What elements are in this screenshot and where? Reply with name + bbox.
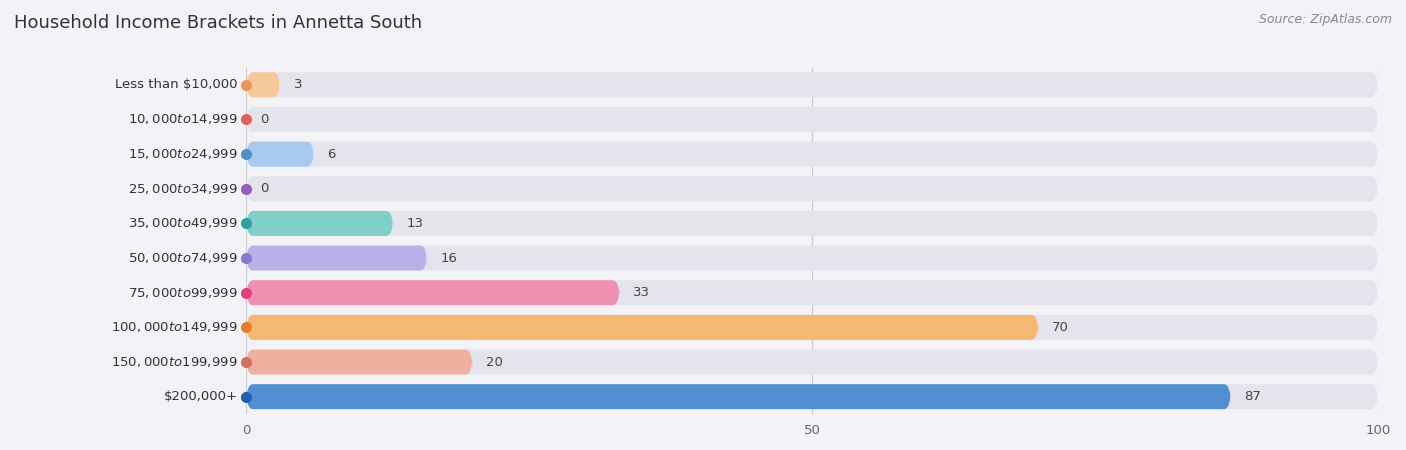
- Text: 20: 20: [486, 356, 503, 369]
- Text: Household Income Brackets in Annetta South: Household Income Brackets in Annetta Sou…: [14, 14, 422, 32]
- Text: $75,000 to $99,999: $75,000 to $99,999: [128, 286, 238, 300]
- FancyBboxPatch shape: [246, 142, 314, 166]
- Text: Less than $10,000: Less than $10,000: [115, 78, 238, 91]
- FancyBboxPatch shape: [246, 315, 1378, 340]
- FancyBboxPatch shape: [246, 107, 1378, 132]
- Text: 0: 0: [260, 113, 269, 126]
- Text: 0: 0: [260, 182, 269, 195]
- FancyBboxPatch shape: [246, 142, 1378, 166]
- Text: $100,000 to $149,999: $100,000 to $149,999: [111, 320, 238, 334]
- FancyBboxPatch shape: [246, 176, 1378, 201]
- FancyBboxPatch shape: [246, 350, 472, 374]
- FancyBboxPatch shape: [246, 350, 1378, 374]
- Text: $50,000 to $74,999: $50,000 to $74,999: [128, 251, 238, 265]
- Text: 70: 70: [1052, 321, 1069, 334]
- FancyBboxPatch shape: [246, 280, 620, 305]
- FancyBboxPatch shape: [246, 72, 1378, 97]
- FancyBboxPatch shape: [246, 280, 1378, 305]
- Text: $25,000 to $34,999: $25,000 to $34,999: [128, 182, 238, 196]
- Text: Source: ZipAtlas.com: Source: ZipAtlas.com: [1258, 14, 1392, 27]
- Text: 3: 3: [294, 78, 302, 91]
- FancyBboxPatch shape: [246, 246, 1378, 270]
- Text: $35,000 to $49,999: $35,000 to $49,999: [128, 216, 238, 230]
- Text: 87: 87: [1244, 390, 1261, 403]
- FancyBboxPatch shape: [246, 72, 280, 97]
- FancyBboxPatch shape: [246, 315, 1038, 340]
- Text: $15,000 to $24,999: $15,000 to $24,999: [128, 147, 238, 161]
- Text: 6: 6: [328, 148, 336, 161]
- FancyBboxPatch shape: [246, 211, 394, 236]
- FancyBboxPatch shape: [246, 211, 1378, 236]
- Text: $200,000+: $200,000+: [163, 390, 238, 403]
- Text: 13: 13: [406, 217, 423, 230]
- FancyBboxPatch shape: [246, 384, 1230, 409]
- Text: 16: 16: [440, 252, 457, 265]
- FancyBboxPatch shape: [246, 246, 427, 270]
- Text: $10,000 to $14,999: $10,000 to $14,999: [128, 112, 238, 126]
- Text: $150,000 to $199,999: $150,000 to $199,999: [111, 355, 238, 369]
- FancyBboxPatch shape: [246, 384, 1378, 409]
- Text: 33: 33: [633, 286, 650, 299]
